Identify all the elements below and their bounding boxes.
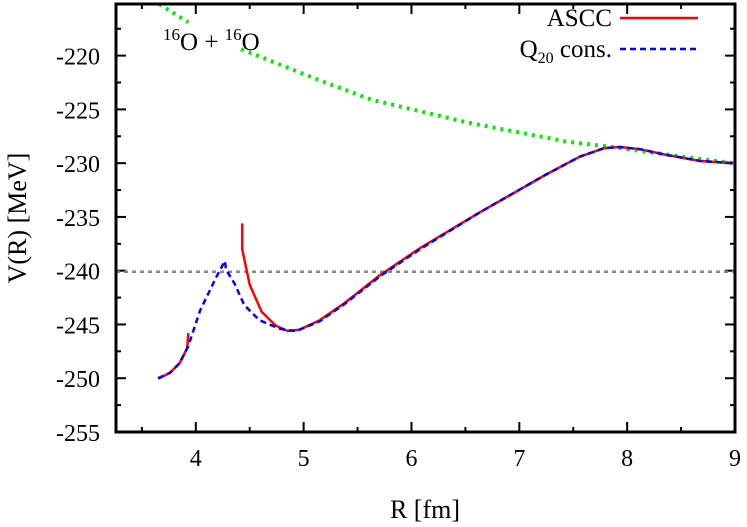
- series-q20-cons-: [157, 145, 736, 380]
- asymptotic-potential-curve: [240, 47, 734, 166]
- y-tick-label: -240: [56, 260, 100, 286]
- curves: [116, 2, 736, 380]
- plot-frame: [114, 2, 737, 434]
- legend: ASCC Q20 cons.: [520, 5, 698, 67]
- axis-ticks: [116, 4, 736, 433]
- y-tick-label: -230: [56, 152, 100, 178]
- x-tick-label: 4: [190, 446, 202, 472]
- reaction-annotation: 16O + 16O: [163, 25, 260, 56]
- y-tick-labels: -220 -225 -230 -235 -240 -245 -250 -255: [56, 45, 100, 447]
- x-tick-labels: 4 5 6 7 8 9: [190, 446, 741, 472]
- y-axis-title: V(R) [MeV]: [3, 153, 32, 284]
- legend-label-q20: Q20 cons.: [520, 36, 612, 67]
- y-tick-label: -255: [56, 421, 100, 447]
- legend-label-ascc: ASCC: [547, 5, 612, 32]
- series-ascc: [157, 333, 190, 380]
- x-tick-label: 8: [621, 446, 633, 472]
- y-tick-label: -245: [56, 313, 100, 339]
- y-tick-label: -220: [56, 45, 100, 71]
- x-tick-label: 9: [729, 446, 741, 472]
- x-tick-label: 5: [298, 446, 310, 472]
- y-tick-label: -225: [56, 98, 100, 124]
- x-tick-label: 7: [513, 446, 525, 472]
- y-tick-label: -235: [56, 206, 100, 232]
- x-tick-label: 6: [405, 446, 417, 472]
- asymptotic-potential-curve: [158, 2, 190, 24]
- x-axis-title: R [fm]: [390, 495, 460, 524]
- series-ascc: [240, 145, 736, 333]
- y-tick-label: -250: [56, 367, 100, 393]
